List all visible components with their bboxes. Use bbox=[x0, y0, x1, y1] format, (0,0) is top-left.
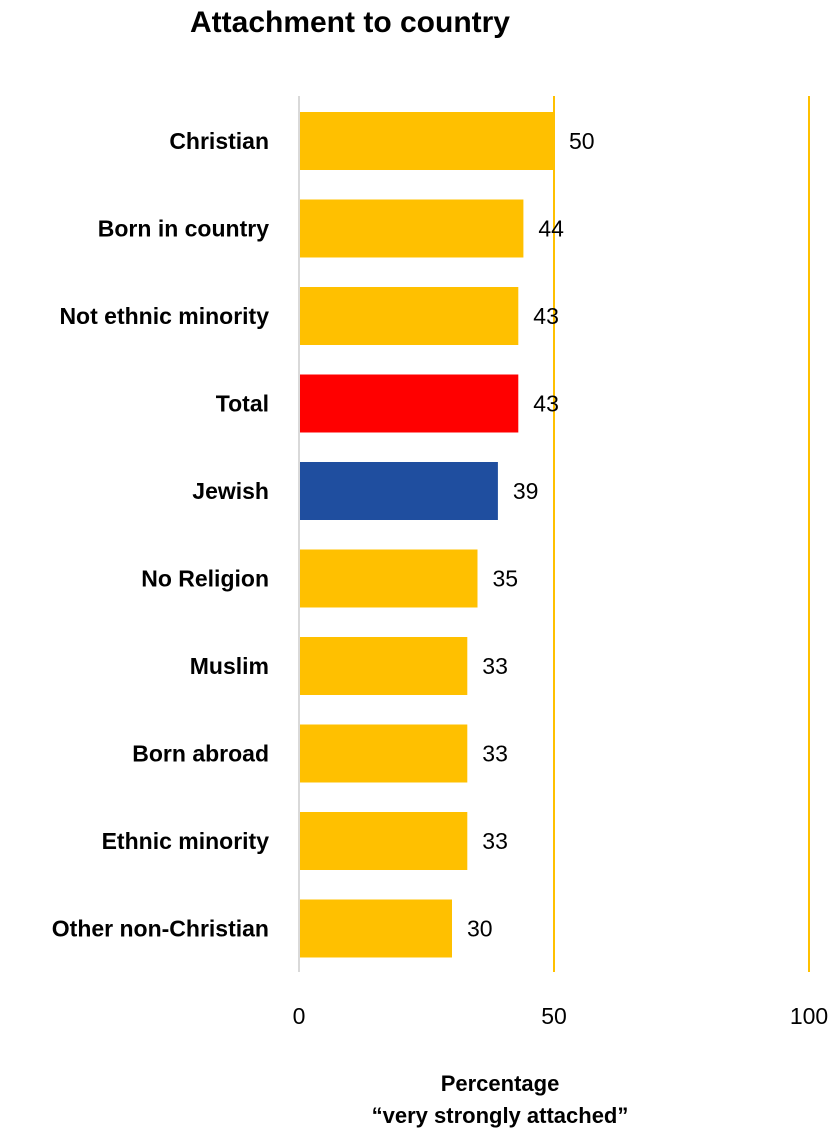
bar-total bbox=[299, 374, 519, 433]
value-label: 44 bbox=[538, 216, 564, 242]
x-tick-label: 50 bbox=[541, 1003, 567, 1029]
category-label: Christian bbox=[169, 128, 269, 154]
bar-ethnic-minority bbox=[299, 812, 468, 870]
bar-born-in-country bbox=[299, 199, 524, 258]
value-label: 43 bbox=[533, 391, 559, 417]
x-axis-title-line-2: “very strongly attached” bbox=[371, 1103, 629, 1128]
value-label: 30 bbox=[467, 916, 493, 942]
chart-title: Attachment to country bbox=[189, 6, 510, 39]
value-label: 39 bbox=[513, 478, 539, 504]
category-label: Born in country bbox=[98, 216, 269, 242]
value-label: 33 bbox=[482, 828, 508, 854]
value-label: 50 bbox=[569, 128, 595, 154]
x-tick-label: 0 bbox=[293, 1003, 306, 1029]
bar-born-abroad bbox=[299, 724, 468, 783]
bar-other-non-christian bbox=[299, 899, 452, 958]
category-label: No Religion bbox=[141, 566, 269, 592]
gridlines bbox=[553, 96, 810, 972]
labels: Christian 50 Born in country 44 Not ethnic m… bbox=[52, 128, 828, 1029]
x-tick-label: 100 bbox=[790, 1003, 828, 1029]
category-label: Total bbox=[216, 391, 269, 417]
category-label: Born abroad bbox=[132, 741, 269, 767]
bar-muslim bbox=[299, 637, 468, 695]
value-label: 35 bbox=[493, 566, 519, 592]
category-label: Other non-Christian bbox=[52, 916, 269, 942]
value-label: 33 bbox=[482, 741, 508, 767]
category-label: Muslim bbox=[190, 653, 269, 679]
value-label: 33 bbox=[482, 653, 508, 679]
bar-not-ethnic-minority bbox=[299, 287, 519, 345]
bar-christian bbox=[299, 112, 554, 170]
x-axis-title-line-1: Percentage bbox=[440, 1071, 560, 1096]
category-label: Jewish bbox=[192, 478, 269, 504]
bar-no-religion bbox=[299, 549, 478, 608]
value-label: 43 bbox=[533, 303, 559, 329]
category-label: Ethnic minority bbox=[102, 828, 270, 854]
bars bbox=[299, 112, 554, 958]
bar-jewish bbox=[299, 462, 498, 520]
x-axis-title: Percentage “very strongly attached” bbox=[300, 1068, 700, 1132]
category-label: Not ethnic minority bbox=[59, 303, 269, 329]
